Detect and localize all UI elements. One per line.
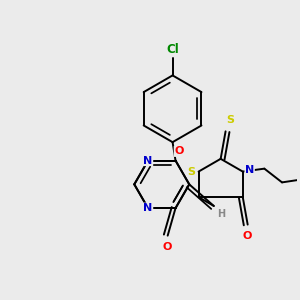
Text: S: S [226, 115, 235, 124]
Text: N: N [143, 156, 153, 166]
Text: N: N [143, 203, 153, 213]
Text: O: O [163, 242, 172, 252]
Text: O: O [243, 231, 252, 242]
Text: O: O [174, 146, 184, 156]
Text: N: N [245, 165, 254, 175]
Text: Cl: Cl [166, 44, 179, 56]
Text: H: H [218, 209, 226, 219]
Text: S: S [188, 167, 196, 177]
